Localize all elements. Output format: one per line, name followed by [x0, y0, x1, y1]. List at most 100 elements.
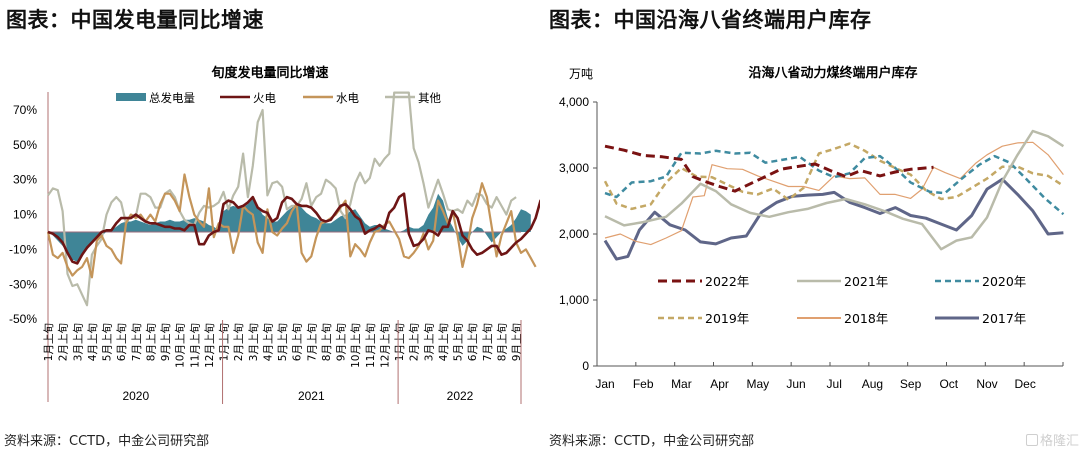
x-tick-label: 2月上旬 [232, 323, 245, 361]
x-tick-label: 12月上旬 [203, 323, 216, 368]
x-tick-label: 6月上旬 [115, 323, 128, 361]
legend-label: 2017年 [982, 311, 1026, 326]
legend-item: 2022年 [658, 274, 749, 289]
x-tick-label: Feb [633, 377, 654, 391]
x-tick-label: 1月上旬 [218, 323, 231, 361]
y-tick-label: -10% [9, 242, 37, 256]
y-axis-unit: 万吨 [569, 67, 593, 81]
legend-item: 2021年 [797, 274, 888, 289]
legend-label: 2019年 [705, 311, 749, 326]
legend-item: 2018年 [797, 311, 888, 326]
x-tick-label: 5月上旬 [101, 323, 114, 361]
x-tick-label: 7月上旬 [305, 323, 318, 361]
y-tick-label: 1,000 [559, 293, 589, 307]
watermark-logo-icon [1026, 433, 1038, 446]
x-tick-label: 1月上旬 [393, 323, 406, 361]
x-tick-label: 6月上旬 [466, 323, 479, 361]
x-tick-label: 9月上旬 [510, 323, 523, 361]
x-tick-label: 2月上旬 [408, 323, 421, 361]
x-tick-label: 5月上旬 [276, 323, 289, 361]
legend-item: 水电 [303, 91, 359, 105]
x-tick-label: 2月上旬 [57, 323, 70, 361]
y-tick-label: 0 [582, 359, 589, 373]
legend-item: 火电 [220, 91, 276, 105]
legend-label: 2022年 [705, 274, 749, 289]
y-tick-label: 30% [13, 173, 37, 187]
y-tick-label: 10% [13, 208, 37, 222]
chart-title: 沿海八省动力煤终端用户库存 [748, 65, 917, 81]
legend-label: 其他 [418, 91, 441, 105]
y-tick-label: 50% [13, 138, 37, 152]
x-tick-label: 3月上旬 [422, 323, 435, 361]
series-line-2017 [603, 177, 1064, 261]
legend-item: 总发电量 [116, 91, 195, 105]
legend-item: 2019年 [658, 311, 749, 326]
x-tick-label: Oct [939, 377, 958, 391]
y-tick-label: 70% [13, 103, 37, 117]
coastal-coal-inventory-chart: 沿海八省动力煤终端用户库存 万吨 0 1,000 2,000 3,000 4,000 Jan F… [559, 65, 1065, 391]
legend-item: 2020年 [935, 274, 1026, 289]
legend-swatch [116, 93, 146, 101]
watermark-text: 格隆汇 [1040, 434, 1080, 449]
legend-label: 火电 [253, 91, 276, 105]
x-tick-label: 12月上旬 [379, 323, 392, 368]
right-figure-title: 图表：中国沿海八省终端用户库存 [549, 8, 872, 32]
x-tick-label: 8月上旬 [144, 323, 157, 361]
x-tick-label: Jun [786, 377, 805, 391]
series-line-thermal [47, 192, 540, 265]
x-tick-label: Jan [595, 377, 614, 391]
x-tick-label: 10月上旬 [349, 323, 362, 368]
x-tick-label: Mar [671, 377, 692, 391]
x-tick-label: 9月上旬 [159, 323, 172, 361]
series-line-2019 [603, 142, 1065, 211]
x-tick-label: Jul [827, 377, 842, 391]
legend-item: 2017年 [935, 311, 1026, 326]
x-tick-label: 4月上旬 [86, 323, 99, 361]
legend-label: 2018年 [844, 311, 888, 326]
legend-label: 水电 [336, 91, 359, 105]
x-tick-label: 6月上旬 [291, 323, 304, 361]
x-tick-label: 10月上旬 [174, 323, 187, 368]
x-tick-label: 3月上旬 [71, 323, 84, 361]
legend-label: 2021年 [844, 274, 888, 289]
year-group-label: 2022 [447, 389, 474, 403]
x-tick-label: 4月上旬 [261, 323, 274, 361]
x-tick-label: Sep [900, 377, 922, 391]
y-tick-label: 3,000 [559, 161, 589, 175]
y-tick-label: -30% [9, 277, 37, 291]
left-source-note: 资料来源：CCTD，中金公司研究部 [4, 434, 210, 449]
x-tick-label: 11月上旬 [364, 323, 377, 368]
series-line-2022 [604, 144, 934, 193]
x-tick-label: 11月上旬 [188, 323, 201, 368]
x-tick-label: 8月上旬 [496, 323, 509, 361]
y-tick-label: 4,000 [559, 95, 589, 109]
year-group-label: 2020 [122, 389, 149, 403]
series-line-2021 [604, 129, 1065, 251]
x-tick-label: 7月上旬 [130, 323, 143, 361]
x-tick-label: May [746, 377, 769, 391]
x-tick-label: Nov [976, 377, 997, 391]
x-tick-label: 9月上旬 [335, 323, 348, 361]
series-area-total-generation [48, 193, 531, 262]
x-tick-label: Apr [710, 377, 729, 391]
legend-label: 2020年 [982, 274, 1026, 289]
left-figure-title: 图表：中国发电量同比增速 [6, 8, 264, 32]
x-tick-label: 3月上旬 [247, 323, 260, 361]
x-tick-label: Aug [862, 377, 883, 391]
right-source-note: 资料来源：CCTD，中金公司研究部 [549, 434, 755, 449]
watermark: 格隆汇 [1026, 430, 1079, 449]
x-tick-label: 5月上旬 [452, 323, 465, 361]
chart-title: 旬度发电量同比增速 [210, 65, 328, 81]
year-group-label: 2021 [298, 389, 325, 403]
x-tick-label: 4月上旬 [437, 323, 450, 361]
legend: 2022年 2021年 2020年 2019年 2018年 2017年 [658, 274, 1026, 326]
x-tick-label: 7月上旬 [481, 323, 494, 361]
series-line-2018 [604, 141, 1064, 246]
x-tick-label: Dec [1015, 377, 1036, 391]
x-tick-label: 8月上旬 [320, 323, 333, 361]
x-tick-label: 1月上旬 [42, 323, 55, 361]
legend: 总发电量 火电 水电 其他 [116, 91, 441, 105]
legend-label: 总发电量 [149, 91, 195, 105]
y-tick-label: 2,000 [559, 227, 589, 241]
